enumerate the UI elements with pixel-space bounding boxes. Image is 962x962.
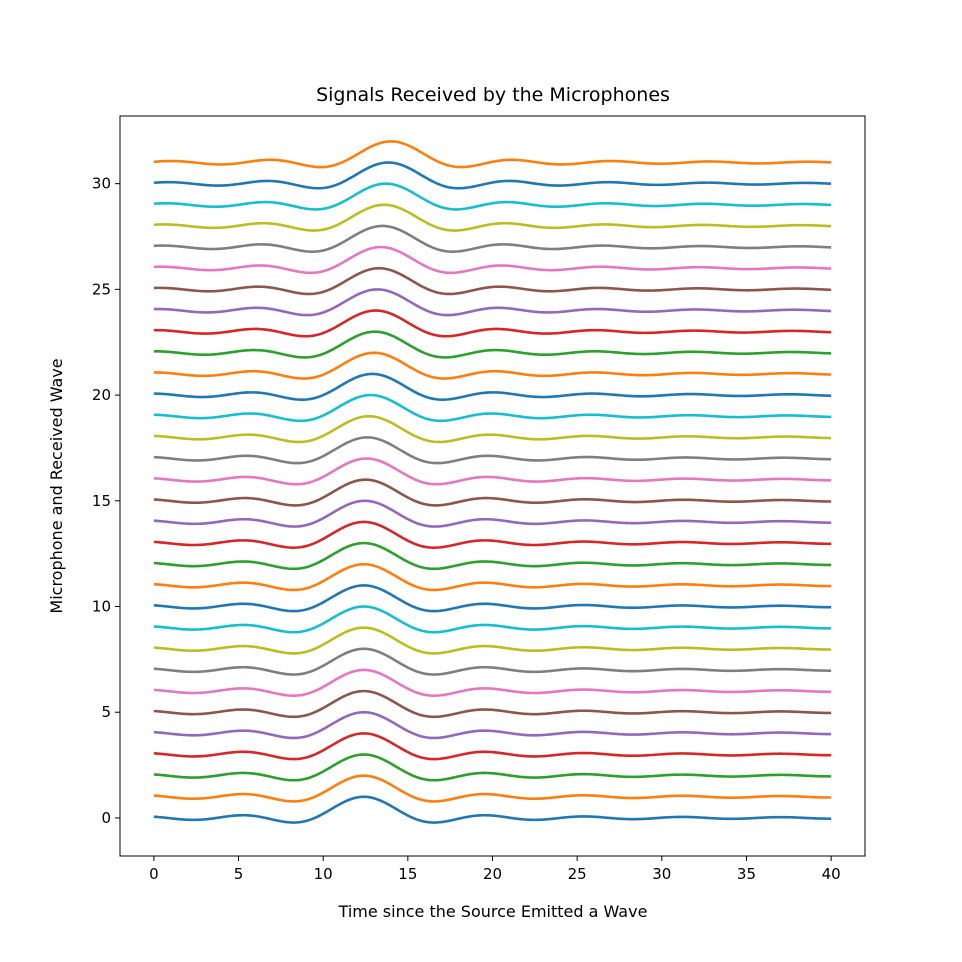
x-tick-label: 0	[149, 865, 159, 883]
series-line	[153, 140, 832, 169]
series-line	[153, 266, 832, 296]
series-line	[153, 288, 832, 317]
x-tick-label: 40	[822, 865, 841, 883]
series-line	[153, 668, 832, 697]
series-line	[153, 478, 832, 507]
series-line	[153, 393, 832, 423]
series-line	[153, 732, 832, 761]
y-tick-label: 25	[92, 280, 111, 298]
series-line	[153, 351, 832, 380]
series-line	[153, 541, 832, 571]
x-axis: 0 5 10 15 20 25 30 35 40	[149, 856, 841, 883]
series-layer	[153, 140, 832, 824]
x-tick-label: 5	[234, 865, 244, 883]
series-line	[153, 710, 832, 740]
series-line	[153, 161, 832, 190]
x-tick-label: 15	[398, 865, 417, 883]
y-tick-label: 20	[92, 386, 111, 404]
x-tick-label: 35	[737, 865, 756, 883]
series-line	[153, 753, 832, 782]
series-line	[153, 182, 832, 211]
y-tick-label: 10	[92, 598, 111, 616]
series-line	[153, 520, 832, 549]
series-line	[153, 795, 832, 824]
x-tick-label: 30	[652, 865, 671, 883]
series-line	[153, 605, 832, 634]
y-axis: 0 5 10 15 20 25 30	[92, 175, 120, 827]
y-axis-label: Microphone and Received Wave	[47, 358, 66, 613]
series-line	[153, 562, 832, 592]
series-line	[153, 584, 832, 613]
series-line	[153, 224, 832, 253]
y-tick-label: 5	[101, 703, 111, 721]
series-line	[153, 647, 832, 676]
series-line	[153, 457, 832, 486]
series-line	[153, 372, 832, 401]
x-tick-label: 25	[568, 865, 587, 883]
x-tick-label: 10	[314, 865, 333, 883]
y-tick-label: 30	[92, 175, 111, 193]
series-line	[153, 203, 832, 232]
x-axis-label: Time since the Source Emitted a Wave	[338, 902, 648, 921]
x-tick-label: 20	[483, 865, 502, 883]
series-line	[153, 499, 832, 528]
series-line	[153, 330, 832, 359]
series-line	[153, 626, 832, 655]
series-line	[153, 436, 832, 465]
series-line	[153, 774, 832, 803]
series-line	[153, 245, 832, 275]
series-line	[153, 309, 832, 338]
series-line	[153, 689, 832, 719]
chart-title: Signals Received by the Microphones	[316, 84, 670, 106]
y-tick-label: 15	[92, 492, 111, 510]
series-line	[153, 414, 832, 444]
y-tick-label: 0	[101, 809, 111, 827]
